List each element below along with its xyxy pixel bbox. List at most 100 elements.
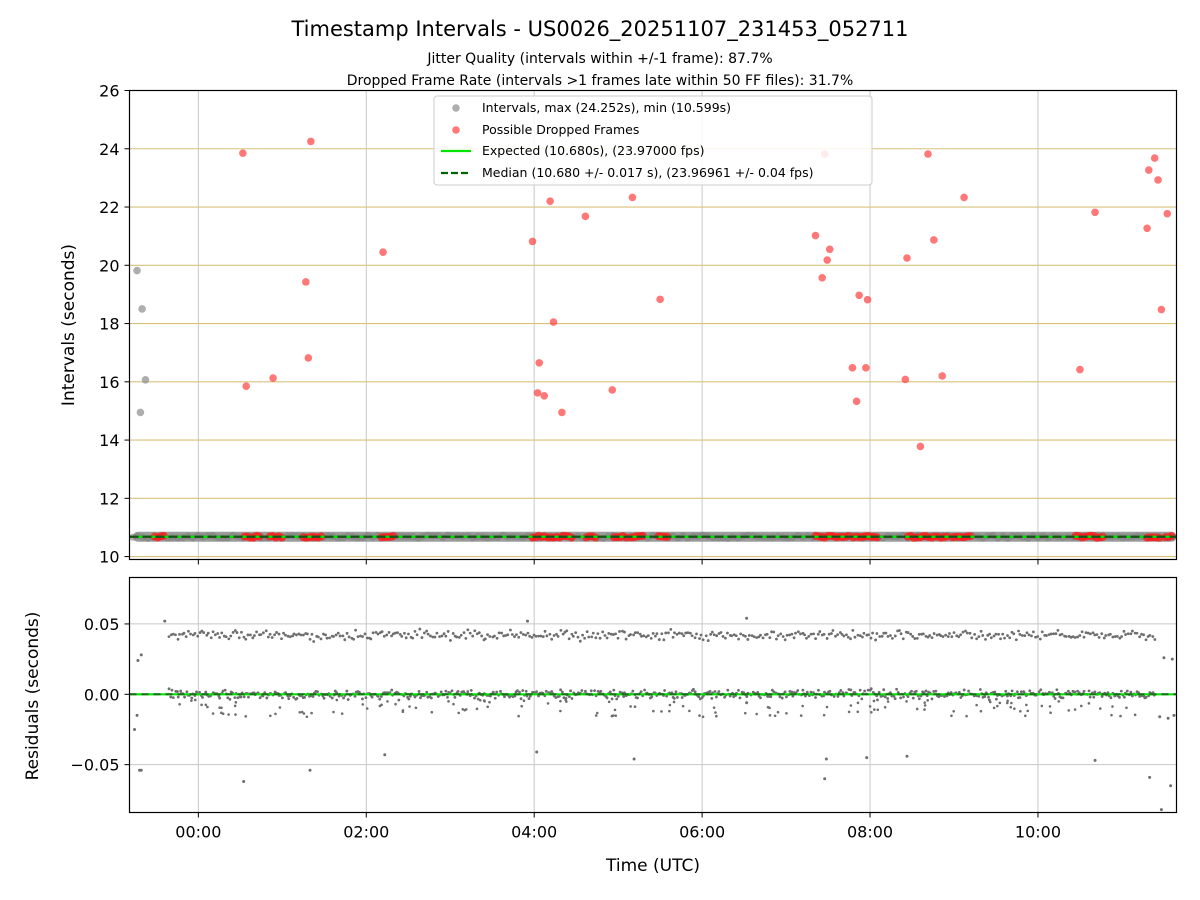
residual-point	[480, 634, 484, 638]
residual-point	[295, 697, 299, 700]
residual-point	[631, 689, 635, 693]
residual-point	[706, 639, 710, 642]
residual-point	[543, 629, 547, 633]
residual-point	[324, 633, 327, 637]
residual-point	[594, 636, 598, 640]
residual-point	[560, 690, 564, 694]
residual-point	[220, 706, 223, 710]
residual-point	[486, 705, 489, 709]
residual-point	[1104, 634, 1108, 637]
residual-point	[442, 632, 446, 636]
residual-point	[1135, 631, 1139, 635]
residual-point	[478, 699, 482, 702]
residual-point	[1091, 631, 1095, 635]
residual-point	[386, 700, 389, 703]
residual-point	[686, 631, 690, 635]
residual-point	[677, 631, 681, 635]
residual-point	[866, 688, 870, 692]
residual-point	[1120, 635, 1124, 638]
residual-point	[612, 688, 616, 692]
residual-point	[809, 632, 813, 636]
residual-point	[710, 630, 714, 634]
residual-point	[710, 696, 714, 700]
residual-point	[922, 691, 926, 694]
residual-point	[287, 697, 291, 701]
residual-point	[886, 700, 890, 703]
residual-point	[610, 714, 614, 718]
top-axes-frame	[128, 89, 1178, 561]
residual-point	[189, 632, 192, 636]
residual-point	[253, 634, 256, 637]
residual-point	[1082, 689, 1086, 693]
residual-point	[1073, 708, 1077, 711]
residual-point	[265, 696, 269, 700]
residual-point	[234, 701, 238, 704]
residual-point	[603, 634, 607, 637]
residual-point	[167, 687, 171, 691]
residual-point	[669, 627, 673, 631]
residual-point	[500, 631, 504, 635]
residual-point	[1056, 629, 1060, 632]
residual-point	[709, 633, 713, 636]
residual-point	[361, 635, 364, 638]
residual-point	[233, 629, 237, 632]
residual-point	[300, 710, 304, 714]
residual-point	[178, 702, 181, 706]
residual-point	[623, 630, 626, 634]
residual-point	[483, 699, 486, 702]
residual-point	[917, 632, 921, 636]
residual-point	[987, 695, 990, 699]
chart-subtitle-dropped: Dropped Frame Rate (intervals >1 frames …	[347, 73, 854, 89]
residual-point	[471, 634, 475, 638]
residual-point	[849, 704, 853, 707]
residual-point	[943, 695, 946, 698]
residual-point	[228, 697, 232, 701]
residual-point	[950, 635, 954, 639]
residual-point	[1100, 695, 1104, 698]
residual-point	[390, 688, 394, 692]
residual-point	[950, 714, 953, 718]
residual-point	[883, 695, 887, 699]
residual-point	[965, 631, 969, 635]
residual-point	[528, 634, 532, 638]
residual-point	[580, 689, 584, 692]
residual-point	[876, 698, 879, 702]
residual-point	[695, 632, 698, 636]
residual-point	[868, 705, 872, 708]
residual-point	[385, 633, 389, 637]
residual-point	[1027, 633, 1031, 637]
residual-point	[587, 635, 591, 639]
residual-point	[1026, 709, 1030, 713]
legend-box	[433, 95, 873, 186]
residual-point	[457, 635, 461, 639]
residual-point	[914, 689, 918, 693]
residual-point	[977, 694, 981, 698]
residual-point	[520, 704, 523, 708]
residual-point	[206, 705, 209, 709]
residual-point	[275, 631, 278, 634]
residual-point	[216, 632, 220, 635]
residual-point	[853, 635, 857, 639]
residual-point	[692, 687, 695, 691]
residual-point	[274, 712, 277, 716]
residual-point	[836, 633, 840, 637]
residual-point	[559, 699, 562, 703]
x-tick-label: 02:00	[343, 823, 389, 842]
residual-point	[713, 690, 717, 693]
residual-point	[1036, 635, 1040, 638]
residual-point	[941, 635, 945, 638]
residual-point	[398, 632, 402, 636]
residual-point	[259, 633, 263, 637]
residual-point	[838, 631, 842, 634]
residual-point	[378, 697, 382, 701]
residual-point	[361, 697, 364, 701]
residual-point	[746, 638, 750, 641]
residual-point	[345, 689, 349, 693]
residual-point	[246, 633, 250, 637]
chart-subtitle-jitter: Jitter Quality (intervals within +/-1 fr…	[426, 51, 772, 67]
residual-point	[906, 695, 910, 699]
residual-point	[882, 631, 886, 635]
residual-point	[1025, 703, 1028, 707]
residual-point	[495, 636, 499, 640]
residual-point	[170, 688, 174, 692]
